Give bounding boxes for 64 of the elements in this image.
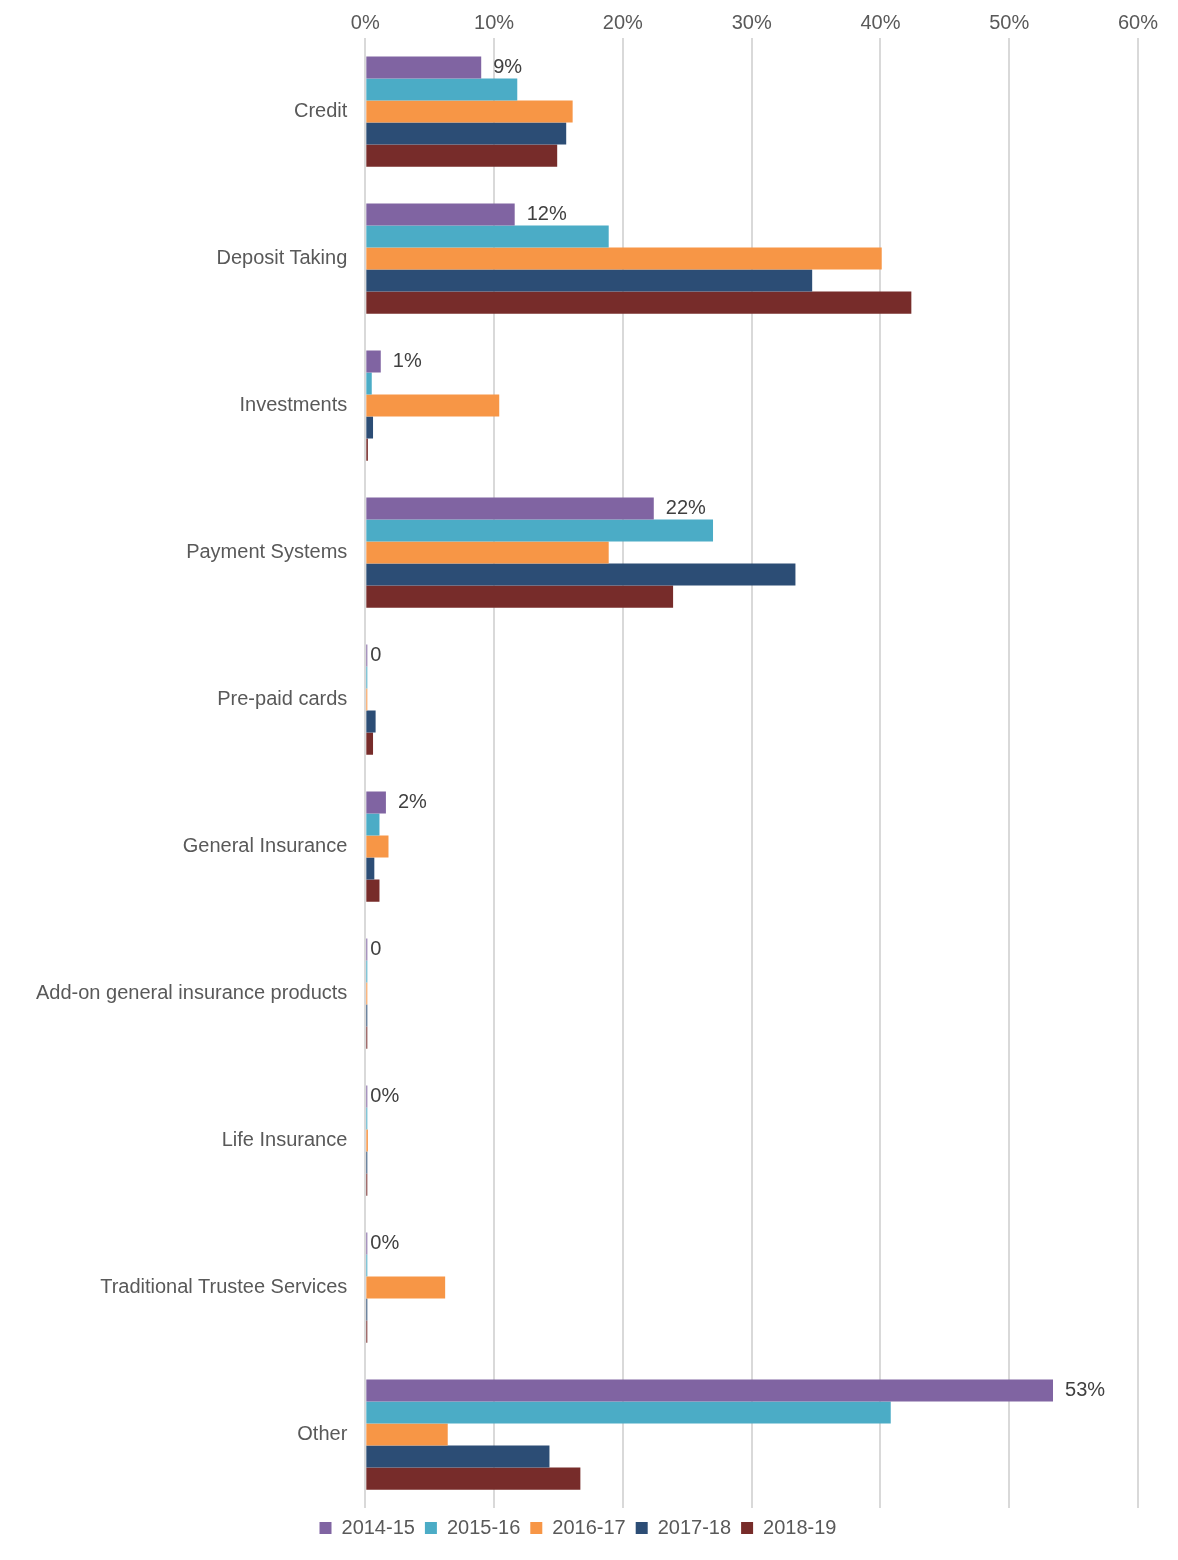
data-label: 0 <box>370 936 382 959</box>
bar <box>366 247 882 270</box>
bar <box>366 350 381 373</box>
bar <box>366 122 567 145</box>
bar <box>366 144 558 167</box>
bar <box>366 791 386 814</box>
y-tick-label: Other <box>297 1422 348 1445</box>
bar <box>366 585 674 608</box>
x-tick-label: 0% <box>350 10 380 33</box>
bar <box>366 372 372 395</box>
legend-label: 2015-16 <box>446 1515 521 1538</box>
bar <box>366 541 609 564</box>
x-tick-label: 40% <box>860 10 901 33</box>
bar <box>366 100 573 123</box>
y-tick-label: Life Insurance <box>221 1128 348 1151</box>
data-label: 0% <box>370 1230 400 1253</box>
y-tick-label: Payment Systems <box>186 540 348 563</box>
y-tick-label: Credit <box>293 99 348 122</box>
bar <box>366 56 482 79</box>
legend-label: 2017-18 <box>657 1515 732 1538</box>
data-label: 2% <box>397 789 428 812</box>
bar <box>366 1276 446 1299</box>
y-tick-label: General Insurance <box>182 834 348 857</box>
bar <box>366 497 654 520</box>
bar <box>366 1467 581 1490</box>
data-label: 9% <box>493 54 523 77</box>
x-tick-label: 20% <box>602 10 644 33</box>
data-label: 22% <box>665 495 707 518</box>
bar <box>366 732 374 755</box>
bar <box>366 78 518 101</box>
y-tick-label: Investments <box>239 393 348 416</box>
bar <box>366 225 609 248</box>
bar <box>366 394 500 417</box>
bar <box>366 879 380 902</box>
bar <box>366 291 912 314</box>
bar <box>366 1445 550 1468</box>
bar <box>366 710 376 733</box>
data-label: 0 <box>370 642 382 665</box>
bar <box>366 563 796 586</box>
y-tick-label: Add-on general insurance products <box>36 981 348 1004</box>
bar <box>366 1379 1053 1402</box>
x-tick-label: 10% <box>474 10 515 33</box>
data-label: 12% <box>526 201 567 224</box>
y-tick-label: Pre-paid cards <box>217 687 348 710</box>
legend-label: 2018-19 <box>763 1515 837 1538</box>
legend-label: 2016-17 <box>552 1515 626 1538</box>
bar <box>366 269 813 292</box>
y-tick-label: Deposit Taking <box>216 246 348 269</box>
bar <box>366 857 375 880</box>
legend-label: 2014-15 <box>341 1515 415 1538</box>
data-label: 53% <box>1065 1377 1106 1400</box>
bar <box>366 835 389 858</box>
x-tick-label: 60% <box>1117 10 1159 33</box>
data-label: 0% <box>370 1083 400 1106</box>
data-label: 1% <box>392 348 422 371</box>
x-tick-label: 30% <box>731 10 772 33</box>
bar <box>366 1401 891 1424</box>
bar <box>366 416 374 439</box>
bar <box>366 519 714 542</box>
bar <box>366 203 515 226</box>
y-tick-label: Traditional Trustee Services <box>100 1275 348 1298</box>
bar <box>366 813 380 836</box>
bar <box>366 1423 448 1446</box>
x-tick-label: 50% <box>989 10 1030 33</box>
